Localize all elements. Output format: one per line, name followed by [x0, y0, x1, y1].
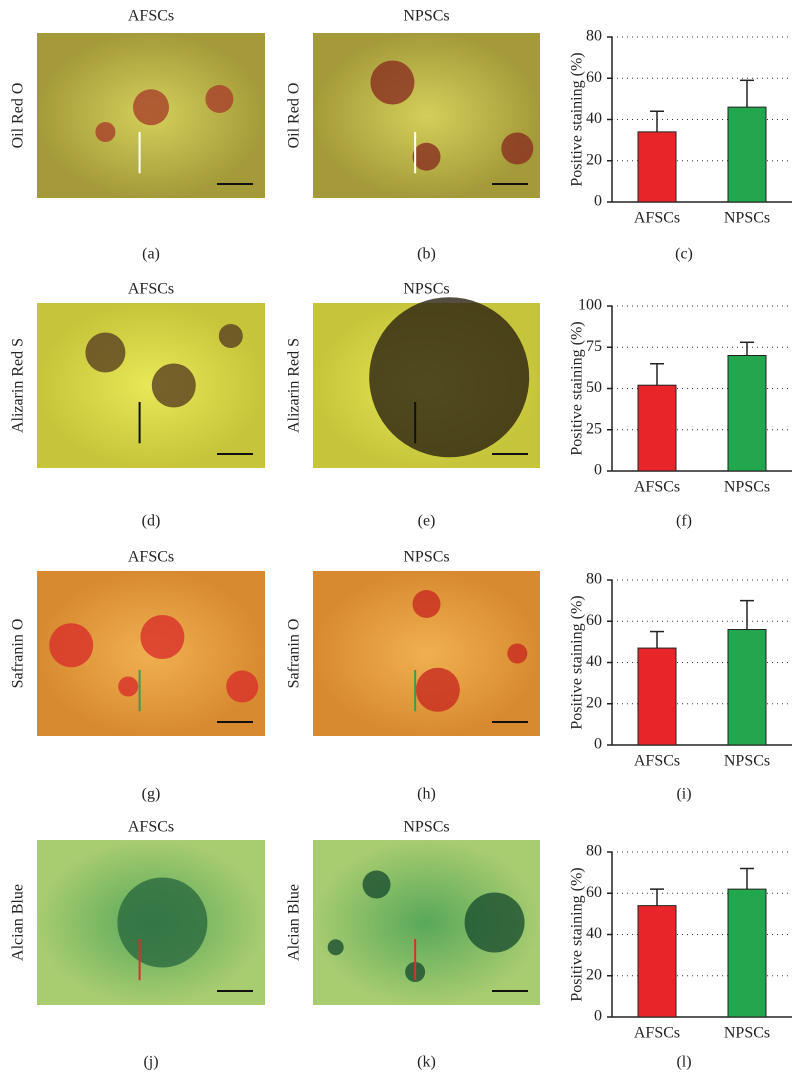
column-title: AFSCs	[128, 549, 174, 566]
x-tick-label: AFSCs	[634, 1025, 680, 1042]
stained-region	[140, 615, 185, 659]
y-tick-label: 0	[594, 462, 602, 479]
y-axis-label: Positive staining (%)	[569, 867, 586, 1001]
y-tick-label: 0	[594, 736, 602, 753]
row-label: Alcian Blue	[10, 884, 27, 961]
bar	[727, 106, 767, 203]
stained-region	[507, 643, 528, 664]
panel-letter: (b)	[417, 246, 436, 263]
y-tick-label: 40	[586, 653, 602, 670]
panel-letter: (d)	[142, 513, 161, 530]
stained-region	[49, 623, 94, 668]
y-tick-label: 25	[586, 420, 602, 437]
x-tick-label: AFSCs	[634, 753, 680, 770]
stained-region	[117, 877, 208, 968]
bar	[637, 384, 677, 472]
column-title: NPSCs	[403, 549, 449, 566]
y-tick-label: 0	[594, 193, 602, 210]
y-tick-label: 20	[586, 694, 602, 711]
panel-letter: (l)	[676, 1054, 691, 1071]
y-tick-label: 20	[586, 966, 602, 983]
row-label: Alizarin Red S	[286, 338, 303, 433]
stained-region	[133, 89, 169, 126]
stained-region	[362, 870, 391, 899]
y-tick-label: 100	[578, 297, 602, 314]
stained-region	[205, 85, 234, 113]
stained-region	[327, 939, 344, 956]
stained-region	[415, 667, 460, 712]
y-tick-label: 40	[586, 925, 602, 942]
bar	[637, 905, 677, 1018]
x-tick-label: NPSCs	[724, 210, 770, 227]
stained-region	[501, 132, 534, 165]
panel-letter: (h)	[417, 786, 436, 803]
y-tick-label: 80	[586, 571, 602, 588]
y-tick-label: 75	[586, 338, 602, 355]
x-tick-label: NPSCs	[724, 753, 770, 770]
panel-letter: (k)	[417, 1054, 436, 1071]
column-title: NPSCs	[403, 8, 449, 25]
y-tick-label: 60	[586, 612, 602, 629]
y-tick-label: 20	[586, 151, 602, 168]
y-axis-label: Positive staining (%)	[569, 321, 586, 455]
column-title: AFSCs	[128, 8, 174, 25]
panel-letter: (i)	[676, 786, 691, 803]
panel-letter: (e)	[418, 513, 436, 530]
row-label: Alizarin Red S	[10, 338, 27, 433]
panel-letter: (a)	[142, 246, 160, 263]
x-tick-label: AFSCs	[634, 210, 680, 227]
stained-region	[218, 324, 243, 348]
y-axis-label: Positive staining (%)	[569, 595, 586, 729]
y-tick-label: 80	[586, 843, 602, 860]
bar	[637, 131, 677, 203]
y-axis-label: Positive staining (%)	[569, 52, 586, 186]
panel-letter: (g)	[142, 786, 161, 803]
stained-region	[95, 122, 116, 142]
panel-letter: (j)	[143, 1054, 158, 1071]
row-label: Safranin O	[286, 619, 303, 689]
bar	[637, 647, 677, 746]
bar	[727, 355, 767, 472]
y-tick-label: 0	[594, 1008, 602, 1025]
row-label: Alcian Blue	[286, 884, 303, 961]
panel-letter: (f)	[676, 513, 692, 530]
row-label: Safranin O	[10, 619, 27, 689]
y-tick-label: 60	[586, 69, 602, 86]
stained-region	[118, 676, 139, 697]
stained-region	[412, 590, 441, 618]
column-title: NPSCs	[403, 819, 449, 836]
column-title: AFSCs	[128, 281, 174, 298]
row-label: Oil Red O	[286, 83, 303, 149]
bar	[727, 629, 767, 746]
y-tick-label: 50	[586, 379, 602, 396]
stained-region	[151, 363, 196, 408]
y-tick-label: 40	[586, 110, 602, 127]
column-title: AFSCs	[128, 819, 174, 836]
stained-region	[370, 60, 415, 105]
column-title: NPSCs	[403, 281, 449, 298]
row-label: Oil Red O	[10, 83, 27, 149]
stained-region	[226, 670, 259, 703]
stained-region	[464, 892, 525, 953]
stained-region	[85, 332, 126, 373]
panel-letter: (c)	[675, 246, 693, 263]
stained-region	[412, 142, 441, 171]
micrograph	[313, 33, 540, 198]
x-tick-label: NPSCs	[724, 479, 770, 496]
y-tick-label: 60	[586, 884, 602, 901]
stained-region	[369, 297, 530, 458]
x-tick-label: NPSCs	[724, 1025, 770, 1042]
x-tick-label: AFSCs	[634, 479, 680, 496]
y-tick-label: 80	[586, 28, 602, 45]
bar	[727, 888, 767, 1018]
